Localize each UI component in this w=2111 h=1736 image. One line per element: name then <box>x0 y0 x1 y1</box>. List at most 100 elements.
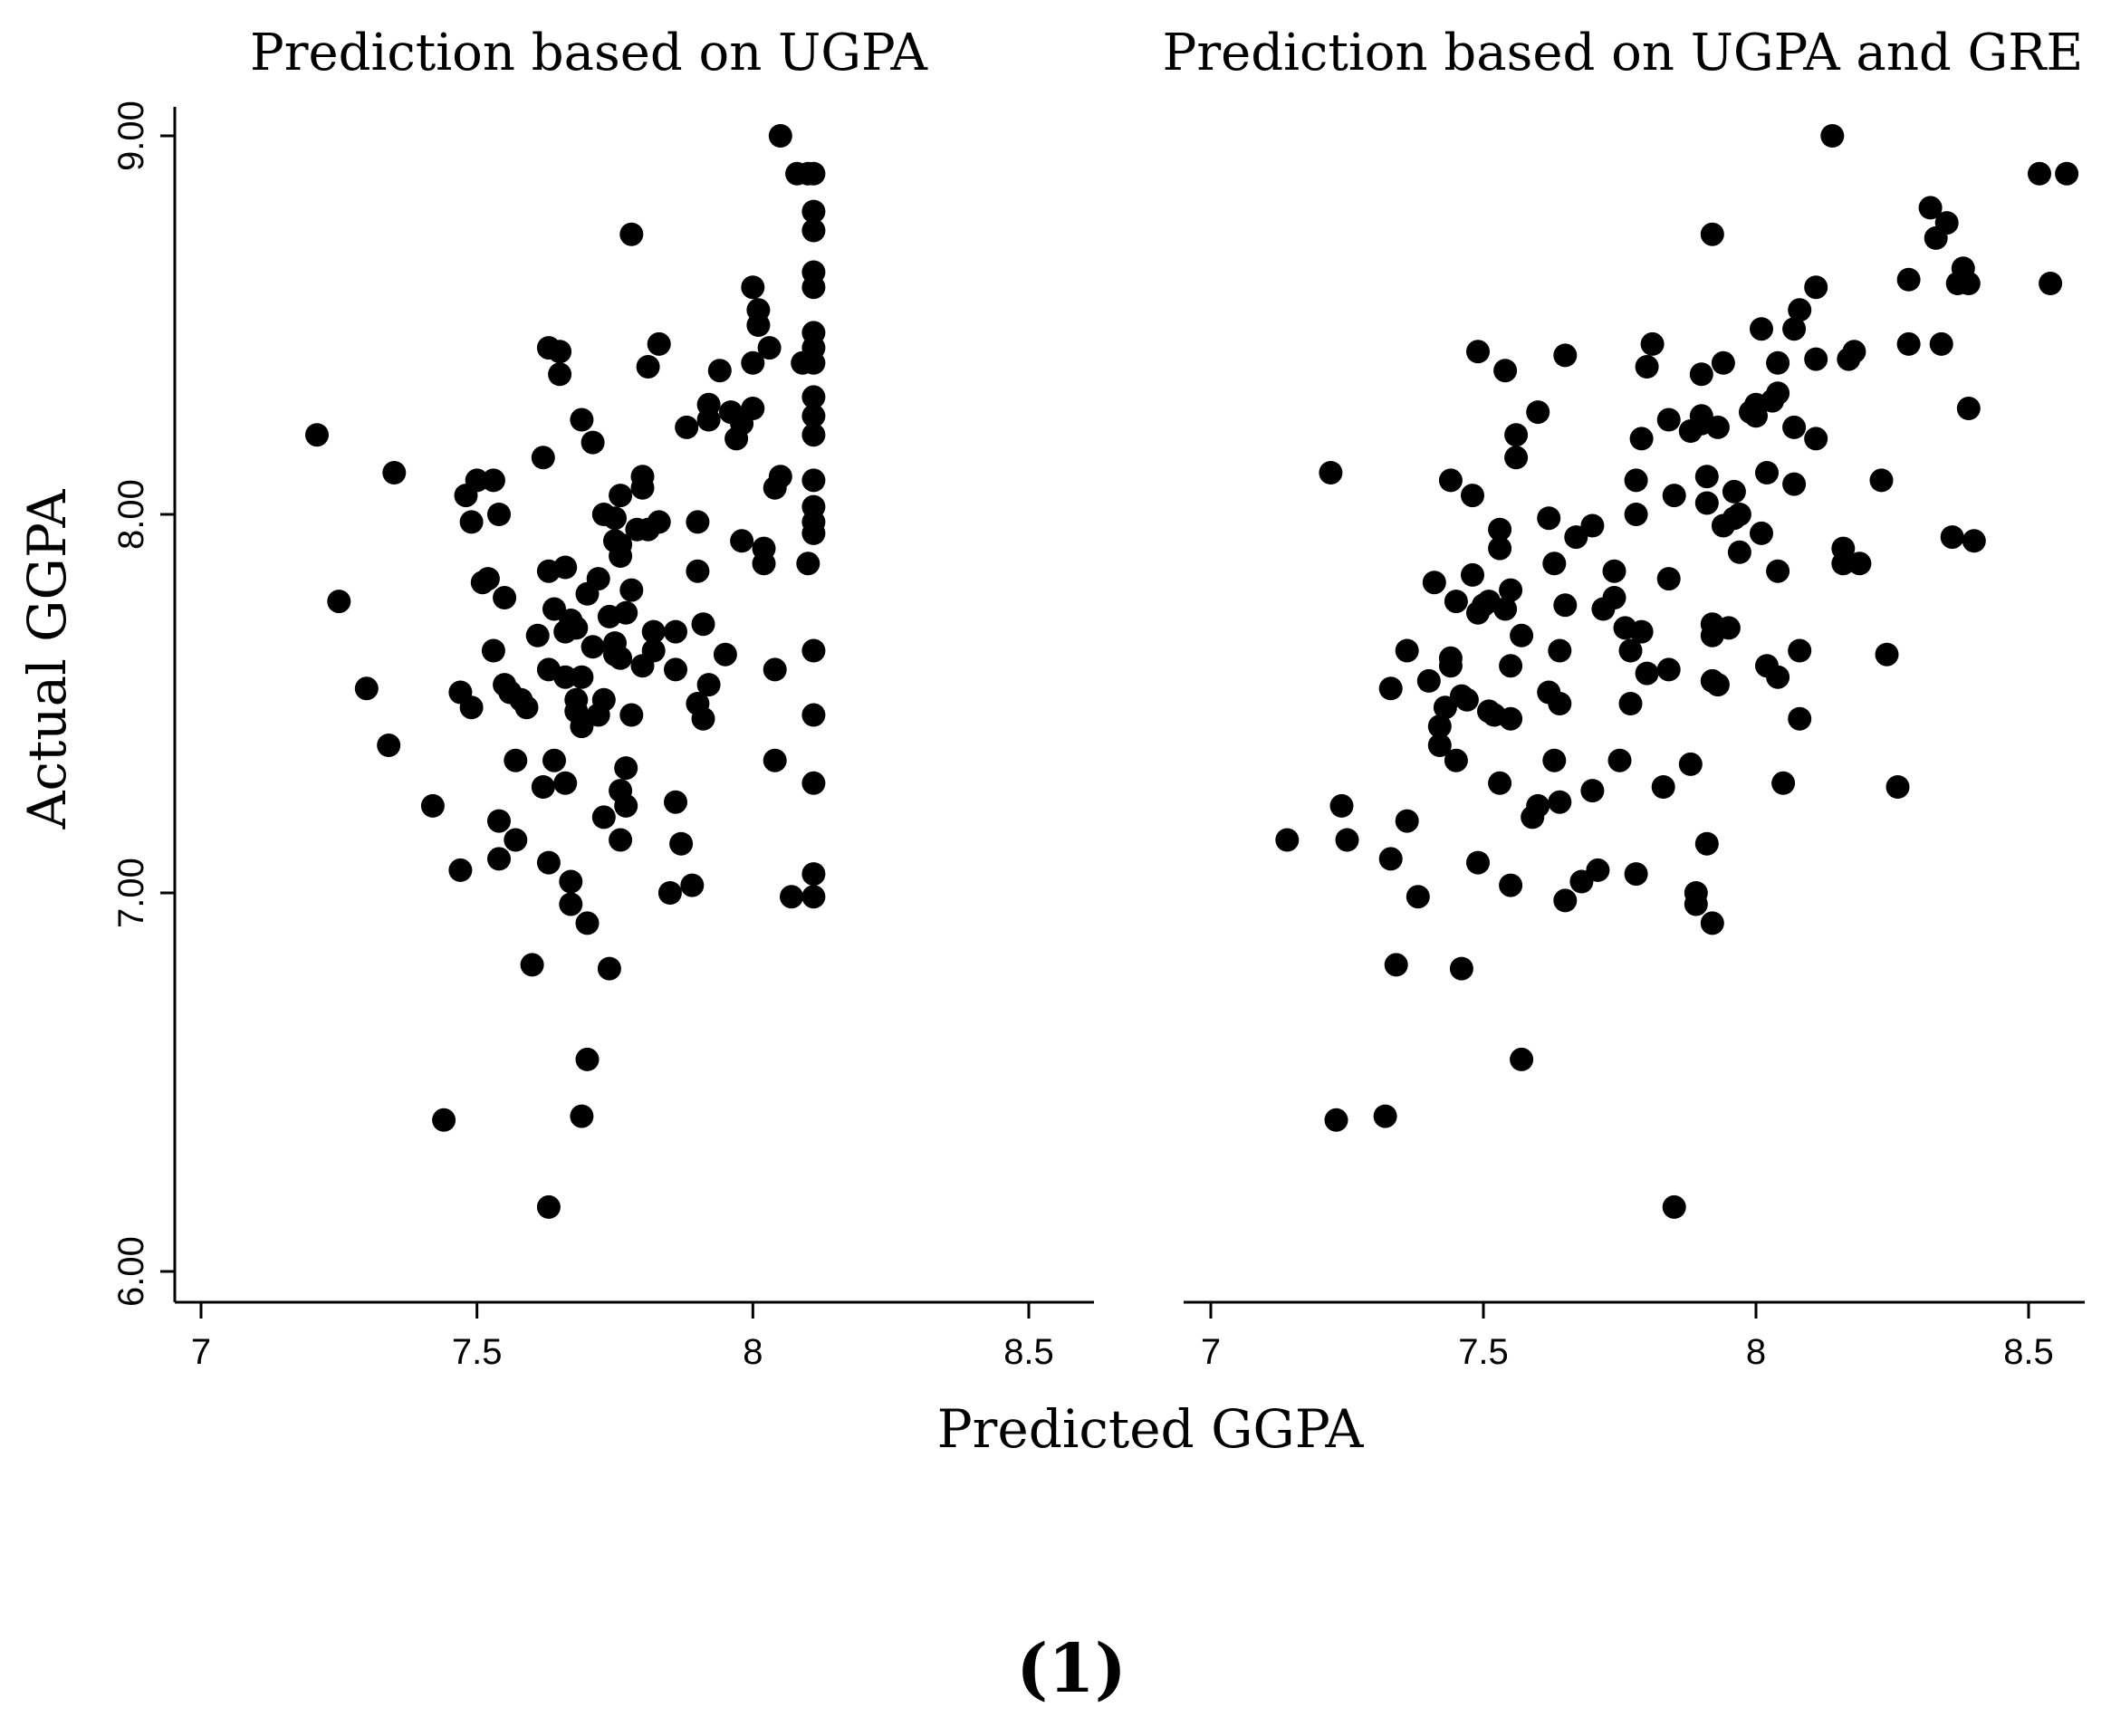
panel-1-x-tick-label: 8 <box>743 1332 763 1372</box>
data-point <box>801 885 826 909</box>
data-point <box>548 362 572 387</box>
data-point <box>570 408 594 432</box>
data-point <box>575 1047 600 1071</box>
data-point <box>591 805 616 830</box>
data-point <box>1510 1047 1534 1071</box>
data-point <box>1956 397 1981 420</box>
data-point <box>1461 484 1484 508</box>
data-point <box>768 124 792 148</box>
data-point <box>1788 298 1812 322</box>
data-point <box>542 597 566 621</box>
data-point <box>1727 503 1751 526</box>
data-point <box>1766 381 1790 406</box>
data-point <box>741 397 765 420</box>
data-point <box>609 484 633 508</box>
data-point <box>487 847 511 871</box>
data-point <box>780 885 803 909</box>
data-point <box>465 468 489 493</box>
panel-2-x-tick-label: 8 <box>1746 1332 1766 1372</box>
data-point <box>1700 911 1724 935</box>
panel-2-x-tick-label: 7.5 <box>1458 1332 1509 1372</box>
data-point <box>1727 540 1751 564</box>
data-point <box>1694 491 1719 515</box>
data-point <box>1384 953 1408 977</box>
data-point <box>1526 793 1550 818</box>
data-point <box>630 465 655 489</box>
data-point <box>1886 775 1910 799</box>
data-point <box>1618 638 1643 663</box>
data-point <box>1542 748 1567 772</box>
data-point <box>801 161 826 186</box>
data-point <box>459 695 484 720</box>
data-point <box>707 359 732 383</box>
data-point <box>1493 359 1518 383</box>
data-point <box>1831 551 1856 576</box>
data-point <box>1656 408 1681 432</box>
data-point <box>591 687 616 712</box>
data-point <box>575 911 600 935</box>
data-point <box>1488 517 1512 542</box>
x-axis-label: Predicted GGPA <box>937 1398 1365 1460</box>
data-point <box>1319 461 1343 484</box>
data-point <box>1896 331 1921 356</box>
data-point <box>1629 427 1654 451</box>
data-point <box>1493 597 1518 621</box>
data-point <box>1929 331 1953 356</box>
data-point <box>481 468 505 493</box>
data-point <box>1488 536 1512 561</box>
data-point <box>570 1104 594 1128</box>
data-point <box>757 336 782 360</box>
data-point <box>1788 706 1812 731</box>
data-point <box>1662 484 1686 508</box>
data-point <box>354 676 379 701</box>
data-point <box>327 590 351 614</box>
data-point <box>1444 748 1468 772</box>
data-point <box>1466 850 1490 875</box>
data-point <box>1422 571 1446 595</box>
data-point <box>1804 427 1828 451</box>
data-point <box>487 809 511 833</box>
data-point <box>696 673 721 697</box>
data-point <box>1438 468 1463 493</box>
data-point <box>1918 196 1943 220</box>
data-point <box>581 430 605 455</box>
data-point <box>1656 567 1681 591</box>
data-point <box>1488 771 1512 795</box>
panel-1-x-tick-label: 7.5 <box>452 1332 503 1372</box>
data-point <box>1782 472 1807 496</box>
data-point <box>432 1108 456 1132</box>
data-point <box>801 703 826 727</box>
data-point <box>641 638 666 663</box>
data-point <box>1629 619 1654 644</box>
data-point <box>609 646 633 670</box>
data-point <box>1694 465 1719 489</box>
data-point <box>1716 616 1741 640</box>
data-point <box>801 771 826 795</box>
data-point <box>1640 331 1665 356</box>
data-point <box>514 695 539 720</box>
data-point <box>801 404 826 428</box>
data-point <box>752 551 776 576</box>
data-point <box>1553 888 1578 913</box>
data-point <box>1962 529 1986 553</box>
data-point <box>1454 687 1479 712</box>
data-point <box>531 775 555 799</box>
data-point <box>801 468 826 493</box>
data-point <box>1635 355 1659 379</box>
data-point <box>525 623 550 647</box>
data-point <box>1416 668 1441 693</box>
data-point <box>801 862 826 887</box>
data-point <box>1766 350 1790 375</box>
data-point <box>1438 654 1463 678</box>
data-point <box>1750 521 1773 545</box>
data-point <box>619 578 644 602</box>
data-point <box>1580 513 1605 538</box>
data-point <box>1755 461 1779 484</box>
data-point <box>669 831 694 856</box>
data-point <box>614 756 638 781</box>
data-point <box>1542 551 1567 576</box>
data-point <box>619 703 644 727</box>
data-point <box>493 586 517 609</box>
data-point <box>691 612 715 637</box>
data-point <box>609 532 633 557</box>
